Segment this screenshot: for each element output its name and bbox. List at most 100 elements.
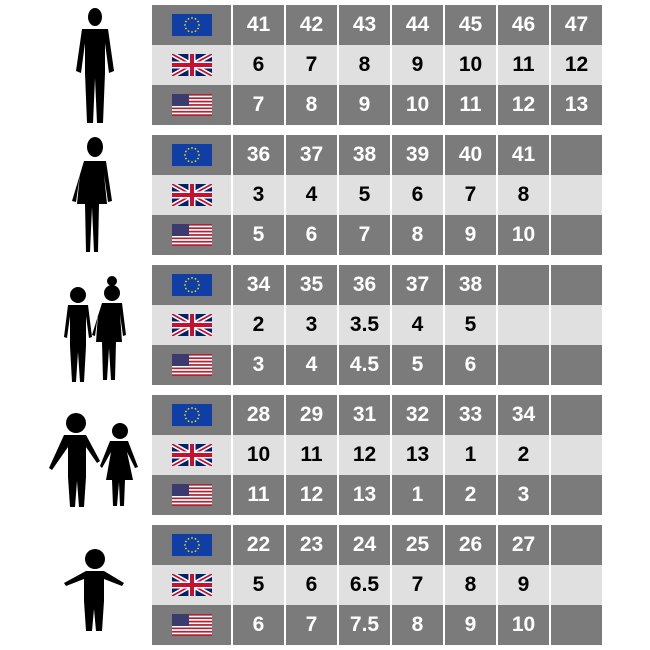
uk-flag-cell — [152, 435, 231, 475]
us-flag-icon — [171, 614, 212, 636]
eu-flag-icon — [171, 534, 212, 556]
uk-flag-cell — [152, 175, 231, 215]
uk-size-cell — [551, 565, 602, 605]
eu-size-cell: 41 — [233, 5, 284, 45]
eu-size-cell: 38 — [339, 135, 390, 175]
eu-size-cell: 27 — [498, 525, 549, 565]
us-size-cell: 7 — [286, 605, 337, 645]
uk-flag-cell — [152, 305, 231, 345]
us-size-cell: 2 — [445, 475, 496, 515]
uk-size-cell: 2 — [498, 435, 549, 475]
eu-size-cell: 33 — [445, 395, 496, 435]
uk-size-cell: 13 — [392, 435, 443, 475]
uk-size-cell: 10 — [233, 435, 284, 475]
eu-flag-cell — [152, 395, 231, 435]
us-size-cell: 7 — [339, 215, 390, 255]
size-table: 36 37 38 39 40 41 3 4 5 6 7 8 5 6 7 8 9 10 — [152, 135, 608, 255]
uk-size-cell: 8 — [339, 45, 390, 85]
eu-size-cell: 37 — [286, 135, 337, 175]
uk-size-cell: 3.5 — [339, 305, 390, 345]
eu-size-cell: 46 — [498, 5, 549, 45]
eu-size-cell: 34 — [498, 395, 549, 435]
uk-size-cell: 8 — [498, 175, 549, 215]
eu-size-cell: 22 — [233, 525, 284, 565]
uk-size-cell: 7 — [392, 565, 443, 605]
us-flag-icon — [171, 354, 212, 376]
uk-size-cell — [551, 435, 602, 475]
us-size-cell: 9 — [339, 85, 390, 125]
us-size-cell: 12 — [498, 85, 549, 125]
uk-size-cell: 7 — [445, 175, 496, 215]
uk-size-cell: 9 — [498, 565, 549, 605]
us-size-cell: 12 — [286, 475, 337, 515]
us-size-cell: 6 — [286, 215, 337, 255]
uk-size-cell: 6 — [233, 45, 284, 85]
uk-size-cell: 11 — [286, 435, 337, 475]
us-size-cell: 11 — [233, 475, 284, 515]
eu-flag-cell — [152, 135, 231, 175]
eu-size-cell: 31 — [339, 395, 390, 435]
uk-size-cell: 4 — [286, 175, 337, 215]
us-size-cell — [498, 345, 549, 385]
us-size-cell — [551, 475, 602, 515]
us-size-cell: 5 — [233, 215, 284, 255]
uk-size-cell: 11 — [498, 45, 549, 85]
uk-size-cell — [498, 305, 549, 345]
eu-size-cell: 37 — [392, 265, 443, 305]
eu-size-cell: 25 — [392, 525, 443, 565]
uk-size-cell: 6 — [392, 175, 443, 215]
uk-size-cell: 10 — [445, 45, 496, 85]
us-size-cell: 10 — [498, 215, 549, 255]
us-size-cell — [551, 215, 602, 255]
us-flag-cell — [152, 605, 231, 645]
woman-silhouette-icon — [40, 135, 150, 255]
children-silhouette-icon — [40, 395, 150, 515]
us-size-cell — [551, 605, 602, 645]
us-size-cell: 1 — [392, 475, 443, 515]
uk-size-cell: 1 — [445, 435, 496, 475]
eu-size-cell: 39 — [392, 135, 443, 175]
uk-size-cell: 12 — [551, 45, 602, 85]
uk-size-cell: 9 — [392, 45, 443, 85]
eu-size-cell: 35 — [286, 265, 337, 305]
uk-flag-cell — [152, 565, 231, 605]
eu-size-cell: 26 — [445, 525, 496, 565]
eu-size-cell: 38 — [445, 265, 496, 305]
eu-size-cell: 36 — [233, 135, 284, 175]
uk-size-cell: 2 — [233, 305, 284, 345]
us-flag-icon — [171, 224, 212, 246]
uk-size-cell — [551, 175, 602, 215]
uk-flag-cell — [152, 45, 231, 85]
us-size-cell: 4 — [286, 345, 337, 385]
eu-size-cell: 29 — [286, 395, 337, 435]
uk-flag-icon — [171, 444, 212, 466]
eu-size-cell: 24 — [339, 525, 390, 565]
us-flag-icon — [171, 94, 212, 116]
eu-size-cell — [551, 265, 602, 305]
eu-flag-cell — [152, 5, 231, 45]
us-flag-cell — [152, 215, 231, 255]
uk-size-cell: 5 — [445, 305, 496, 345]
teens-silhouette-icon — [40, 265, 150, 385]
eu-size-cell — [498, 265, 549, 305]
us-flag-cell — [152, 85, 231, 125]
uk-flag-icon — [171, 574, 212, 596]
uk-size-cell — [551, 305, 602, 345]
us-size-cell: 10 — [392, 85, 443, 125]
eu-size-cell — [551, 395, 602, 435]
uk-flag-icon — [171, 314, 212, 336]
eu-size-cell: 40 — [445, 135, 496, 175]
us-size-cell: 6 — [445, 345, 496, 385]
eu-size-cell: 28 — [233, 395, 284, 435]
eu-size-cell: 23 — [286, 525, 337, 565]
eu-flag-icon — [171, 14, 212, 36]
us-flag-cell — [152, 345, 231, 385]
eu-flag-icon — [171, 274, 212, 296]
uk-size-cell: 6 — [286, 565, 337, 605]
us-flag-cell — [152, 475, 231, 515]
uk-size-cell: 8 — [445, 565, 496, 605]
uk-size-cell: 4 — [392, 305, 443, 345]
us-size-cell: 8 — [392, 605, 443, 645]
eu-size-cell: 42 — [286, 5, 337, 45]
eu-size-cell: 45 — [445, 5, 496, 45]
